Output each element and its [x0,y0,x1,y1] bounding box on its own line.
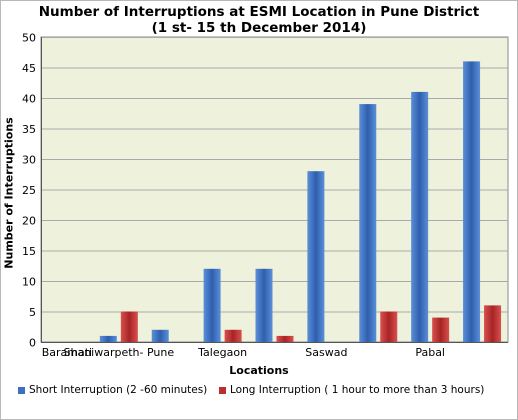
bar-short-interruption [411,92,428,342]
y-tick-label: 30 [22,154,36,167]
x-tick-label: Pabal [415,346,445,359]
x-tick-label: Talegaon [197,346,247,359]
x-tick-label: Saswad [305,346,347,359]
x-tick-label: Shaniwarpeth- Pune [64,346,175,359]
y-tick-label: 0 [29,337,36,350]
bar-long-interruption [484,305,501,342]
bar-long-interruption [277,336,294,342]
y-tick-label: 5 [29,306,36,319]
legend-item-long: Long Interruption ( 1 hour to more than … [219,384,484,396]
bar-long-interruption [380,312,397,343]
bar-short-interruption [204,269,221,342]
bar-short-interruption [307,171,324,342]
legend-label-short: Short Interruption (2 -60 minutes) [29,384,207,396]
legend-label-long: Long Interruption ( 1 hour to more than … [230,384,484,396]
y-tick-label: 15 [22,245,36,258]
y-tick-label: 35 [22,123,36,136]
y-tick-label: 45 [22,62,36,75]
bar-long-interruption [121,312,138,343]
x-axis-label: Locations [0,364,518,377]
bar-short-interruption [359,104,376,342]
y-tick-label: 50 [22,32,36,45]
y-tick-label: 25 [22,184,36,197]
bar-long-interruption [225,330,242,342]
y-tick-label: 40 [22,93,36,106]
legend-swatch-long [219,387,226,394]
bar-short-interruption [256,269,273,342]
bar-short-interruption [463,61,480,342]
bar-short-interruption [100,336,117,342]
bar-long-interruption [432,318,449,342]
y-tick-label: 20 [22,215,36,228]
legend-swatch-short [18,387,25,394]
legend-item-short: Short Interruption (2 -60 minutes) [18,384,207,396]
y-tick-label: 10 [22,276,36,289]
bar-short-interruption [152,330,169,342]
